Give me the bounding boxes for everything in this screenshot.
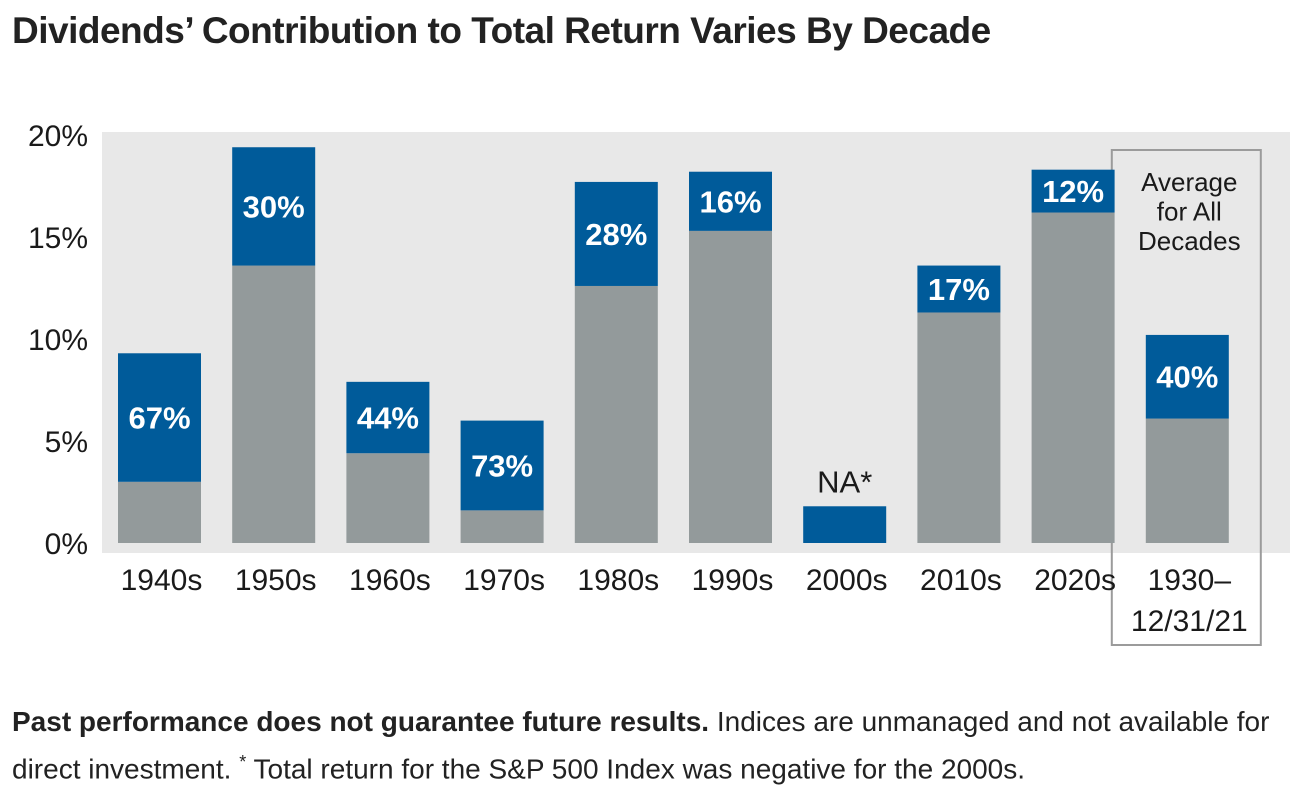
y-tick-label: 20% (28, 120, 88, 153)
x-tick-label: 1930– (1148, 564, 1232, 597)
bar-price-segment (917, 312, 1001, 543)
data-label: 67% (128, 401, 190, 436)
data-label: 40% (1156, 360, 1218, 395)
highlight-box-label: Decades (1138, 226, 1241, 256)
y-tick-label: 5% (45, 426, 88, 459)
bar-price-segment (346, 453, 430, 543)
data-label: NA* (817, 464, 872, 499)
bar-dividend-segment (689, 171, 772, 231)
bar-price-segment (460, 510, 544, 543)
bar-price-segment (232, 265, 316, 543)
x-tick-label: 2000s (806, 564, 888, 597)
bar-dividend-segment (1031, 169, 1115, 213)
data-label: 16% (699, 184, 761, 219)
y-tick-label: 10% (28, 324, 88, 357)
x-tick-label: 1960s (349, 564, 431, 597)
bar-dividend-segment (917, 265, 1001, 313)
bar-dividend-segment (1145, 334, 1229, 419)
x-tick-label: 1950s (235, 564, 317, 597)
y-tick-label: 15% (28, 222, 88, 255)
data-label: 73% (471, 448, 533, 483)
bar-price-segment (1145, 418, 1229, 543)
data-label: 17% (928, 272, 990, 307)
x-tick-label: 1980s (577, 564, 659, 597)
bar-dividend-segment (346, 381, 430, 454)
highlight-box-label: for All (1157, 197, 1222, 227)
highlight-box-label: Average (1141, 167, 1237, 197)
data-label: 44% (357, 401, 419, 436)
bar-dividend-segment (803, 506, 887, 543)
bar-dividend-segment (118, 353, 201, 482)
bar-dividend-segment (574, 181, 658, 286)
bar-dividend-segment (232, 147, 316, 266)
x-tick-label: 1990s (692, 564, 774, 597)
bar-price-segment (574, 285, 658, 543)
bar-price-segment (118, 481, 201, 543)
x-tick-label: 1970s (463, 564, 545, 597)
y-tick-label: 0% (45, 528, 88, 561)
x-tick-label: 12/31/21 (1131, 605, 1248, 638)
data-label: 28% (585, 217, 647, 252)
bar-price-segment (689, 230, 772, 543)
footnote-disclaimer: Past performance does not guarantee futu… (12, 706, 710, 737)
footnote-text-1: Indices are unmanaged and not available … (12, 706, 1270, 785)
x-tick-label: 2010s (920, 564, 1002, 597)
data-label: 12% (1042, 174, 1104, 209)
footnote-marker: * (239, 752, 247, 772)
footnote-text-2: Total return for the S&P 500 Index was n… (246, 753, 1026, 785)
bar-price-segment (1031, 212, 1115, 543)
footnote: Past performance does not guarantee futu… (12, 702, 1297, 789)
chart-title: Dividends’ Contribution to Total Return … (12, 10, 991, 51)
bar-dividend-segment (460, 420, 544, 511)
x-tick-label: 2020s (1034, 564, 1116, 597)
data-label: 30% (243, 189, 305, 224)
x-tick-label: 1940s (121, 564, 203, 597)
